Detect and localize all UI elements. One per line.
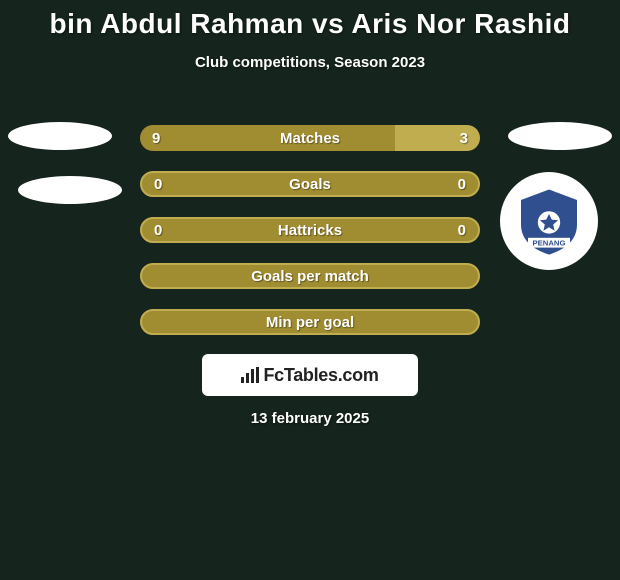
stat-right-value: 0 (446, 176, 478, 193)
stat-bar: 93Matches (140, 125, 480, 151)
generated-date: 13 february 2025 (0, 410, 620, 427)
bar-chart-icon (241, 367, 259, 383)
stat-bar-left (142, 265, 310, 287)
comparison-bars: 93Matches00Goals00HattricksGoals per mat… (140, 125, 480, 355)
brand-text: FcTables.com (263, 365, 378, 386)
stat-bar-left: 9 (140, 125, 395, 151)
player-right-avatar-1 (508, 122, 612, 150)
stat-bar: 00Hattricks (140, 217, 480, 243)
stat-right-value: 3 (448, 130, 480, 147)
brand-watermark: FcTables.com (202, 354, 418, 396)
badge-fa-text: F A (543, 196, 556, 205)
club-badge-svg: F A PENANG (514, 186, 584, 256)
badge-city-text: PENANG (533, 239, 566, 248)
stat-bar: Goals per match (140, 263, 480, 289)
stat-right-value: 0 (446, 222, 478, 239)
stat-left-value: 9 (140, 130, 172, 147)
player-left-avatar-2 (18, 176, 122, 204)
stat-left-value: 0 (142, 222, 174, 239)
subtitle: Club competitions, Season 2023 (0, 54, 620, 71)
stat-left-value: 0 (142, 176, 174, 193)
stat-bar: 00Goals (140, 171, 480, 197)
stat-bar-right: 0 (310, 219, 478, 241)
stat-bar-left: 0 (142, 173, 310, 195)
comparison-infographic: bin Abdul Rahman vs Aris Nor Rashid Club… (0, 0, 620, 580)
stat-bar: Min per goal (140, 309, 480, 335)
stat-bar-right: 3 (395, 125, 480, 151)
player-left-avatar-1 (8, 122, 112, 150)
stat-bar-left (142, 311, 310, 333)
stat-bar-right (310, 311, 478, 333)
stat-bar-left: 0 (142, 219, 310, 241)
stat-bar-right (310, 265, 478, 287)
club-badge: F A PENANG (500, 172, 598, 270)
page-title: bin Abdul Rahman vs Aris Nor Rashid (0, 0, 620, 40)
stat-bar-right: 0 (310, 173, 478, 195)
